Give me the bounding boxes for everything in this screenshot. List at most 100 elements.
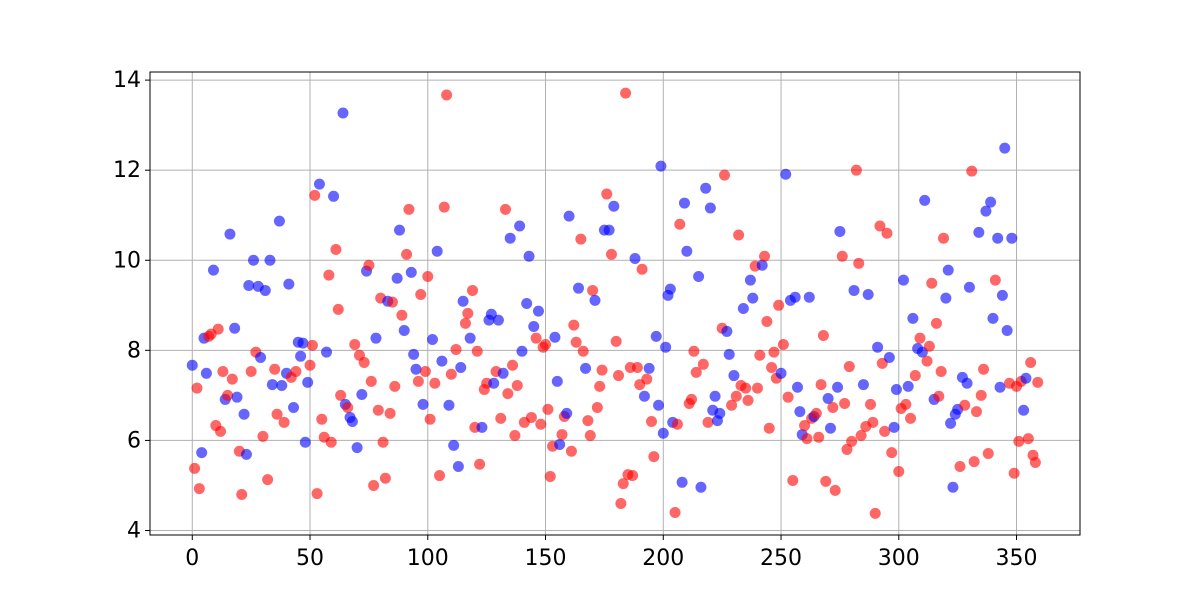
point <box>368 479 380 491</box>
point <box>648 451 660 463</box>
point <box>271 408 283 420</box>
y-tick-label: 14 <box>113 68 141 93</box>
point <box>309 189 321 201</box>
point <box>415 288 427 300</box>
point <box>954 461 966 473</box>
point <box>306 339 318 351</box>
point <box>893 465 905 477</box>
point <box>313 178 325 190</box>
point <box>191 382 203 394</box>
point <box>278 416 290 428</box>
point <box>982 447 994 459</box>
point <box>709 390 721 402</box>
point <box>525 411 537 423</box>
point <box>262 474 274 486</box>
point <box>417 398 429 410</box>
point <box>476 421 488 433</box>
point <box>363 259 375 271</box>
point <box>370 332 382 344</box>
x-tick-label: 100 <box>407 546 449 571</box>
point <box>358 357 370 369</box>
point <box>721 325 733 337</box>
point <box>561 407 573 419</box>
point <box>719 169 731 181</box>
point <box>653 399 665 411</box>
y-tick-label: 10 <box>113 248 141 273</box>
point <box>290 366 302 378</box>
point <box>846 435 858 447</box>
point <box>945 417 957 429</box>
point <box>365 375 377 387</box>
point <box>467 284 479 296</box>
point <box>681 245 693 257</box>
point <box>601 188 613 200</box>
point <box>196 447 208 459</box>
point <box>229 322 241 334</box>
point <box>905 412 917 424</box>
point <box>572 282 584 294</box>
point <box>394 224 406 236</box>
point <box>940 292 952 304</box>
point <box>445 368 457 380</box>
point <box>963 281 975 293</box>
point <box>992 232 1004 244</box>
point <box>386 296 398 308</box>
point <box>947 481 959 493</box>
point <box>248 254 260 266</box>
point <box>594 380 606 392</box>
point <box>617 478 629 490</box>
point <box>629 252 641 264</box>
point <box>978 363 990 375</box>
point <box>744 274 756 286</box>
point <box>688 345 700 357</box>
point <box>603 224 615 236</box>
point <box>299 436 311 448</box>
point <box>452 461 464 473</box>
point <box>530 332 542 344</box>
point <box>431 245 443 257</box>
point <box>549 331 561 343</box>
x-tick-label: 250 <box>760 546 802 571</box>
point <box>759 250 771 262</box>
point <box>678 197 690 209</box>
point <box>914 332 926 344</box>
point <box>881 227 893 239</box>
point <box>714 407 726 419</box>
point <box>794 406 806 418</box>
point <box>702 416 714 428</box>
point <box>492 314 504 326</box>
point <box>448 439 460 451</box>
point <box>424 413 436 425</box>
point <box>676 476 688 488</box>
point <box>403 203 415 215</box>
point <box>975 389 987 401</box>
point <box>351 442 363 454</box>
point <box>471 345 483 357</box>
point <box>886 447 898 459</box>
point <box>396 309 408 321</box>
x-tick-label: 350 <box>996 546 1038 571</box>
point <box>419 366 431 378</box>
point <box>756 259 768 271</box>
point <box>690 366 702 378</box>
point <box>405 266 417 278</box>
point <box>596 364 608 376</box>
point <box>733 229 745 241</box>
point <box>222 389 234 401</box>
point <box>295 350 307 362</box>
point <box>337 107 349 119</box>
point <box>264 254 276 266</box>
point <box>556 429 568 441</box>
x-tick-label: 150 <box>525 546 567 571</box>
point <box>810 407 822 419</box>
point <box>909 370 921 382</box>
point <box>335 389 347 401</box>
point <box>349 338 361 350</box>
x-tick-label: 300 <box>878 546 920 571</box>
point <box>620 87 632 99</box>
point <box>933 390 945 402</box>
point <box>822 393 834 405</box>
point <box>879 425 891 437</box>
point <box>1013 435 1025 447</box>
point <box>994 381 1006 393</box>
